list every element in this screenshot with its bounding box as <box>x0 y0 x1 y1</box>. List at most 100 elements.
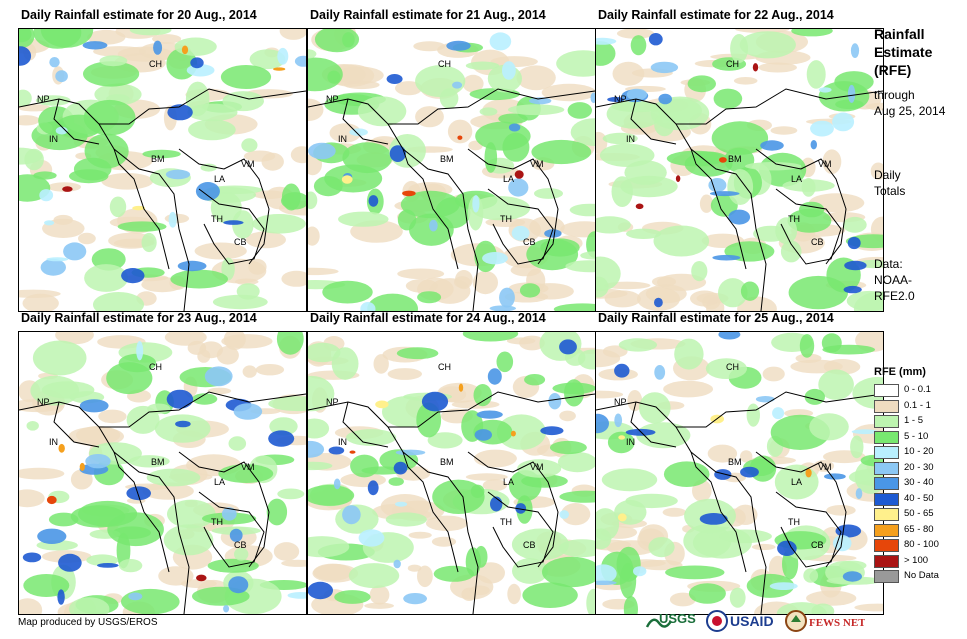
rain-patch <box>822 344 875 355</box>
legend-swatch <box>874 523 899 537</box>
rain-patch <box>277 488 305 500</box>
country-label-in: IN <box>626 134 635 144</box>
rain-patch <box>308 581 333 600</box>
rain-patch <box>342 505 361 525</box>
rain-patch <box>826 505 856 516</box>
rain-patch <box>342 142 393 174</box>
data-source: Data: NOAA- RFE2.0 <box>874 256 915 304</box>
rain-patch <box>454 276 471 288</box>
rain-patch <box>626 228 662 239</box>
daily-totals: Daily Totals <box>874 167 905 199</box>
legend-swatch <box>874 399 899 413</box>
rain-patch <box>55 70 68 83</box>
rain-patch <box>522 582 578 608</box>
rain-patch <box>604 290 641 308</box>
legend-item: 5 - 10 <box>874 430 964 446</box>
legend-label: 5 - 10 <box>904 430 929 442</box>
rain-patch <box>470 196 531 221</box>
rain-patch <box>476 410 503 419</box>
rain-patch <box>314 29 360 53</box>
country-label-ch: CH <box>726 362 739 372</box>
rain-patch <box>705 358 747 379</box>
rain-patch <box>427 432 463 449</box>
rain-patch <box>465 61 500 70</box>
rain-patch <box>165 169 191 180</box>
rain-patch <box>639 392 671 424</box>
rain-patch <box>308 226 320 246</box>
rain-cell <box>349 450 356 454</box>
rain-patch <box>567 102 592 119</box>
rain-cell <box>617 513 627 522</box>
rain-patch <box>163 524 214 556</box>
rain-patch <box>218 464 274 483</box>
rain-patch <box>832 112 855 132</box>
rain-patch <box>367 480 379 496</box>
country-border <box>487 491 554 568</box>
rain-patch <box>220 65 272 89</box>
rain-patch <box>570 118 595 146</box>
rain-patch <box>308 342 341 363</box>
country-label-in: IN <box>338 134 347 144</box>
legend-swatch <box>874 446 899 459</box>
rain-patch <box>777 540 797 556</box>
usgs-logo-graphic: USGS <box>645 611 696 628</box>
country-border <box>690 148 747 270</box>
rain-patch <box>502 61 516 80</box>
rain-patch <box>475 121 531 151</box>
rain-patch <box>313 563 353 581</box>
rain-patch <box>308 536 350 558</box>
rain-patch <box>19 115 40 126</box>
rain-patch <box>281 559 306 567</box>
rain-patch <box>844 260 867 271</box>
rain-patch <box>99 55 128 67</box>
rain-patch <box>650 61 679 74</box>
country-label-bm: BM <box>440 457 454 467</box>
rain-patch <box>37 528 67 544</box>
rain-patch <box>623 596 638 614</box>
rain-patch <box>19 147 43 165</box>
panel-title: Daily Rainfall estimate for 25 Aug., 201… <box>598 311 834 325</box>
legend-label: 0 - 0.1 <box>904 384 931 395</box>
country-label-np: NP <box>326 397 339 407</box>
rain-patch <box>489 305 516 311</box>
rain-patch <box>129 29 172 36</box>
rain-patch <box>745 162 802 171</box>
rain-patch <box>499 287 515 308</box>
rain-patch <box>85 454 111 469</box>
rain-patch <box>126 486 151 501</box>
rain-patch <box>195 182 220 201</box>
rain-patch <box>121 588 180 614</box>
rain-patch <box>308 461 333 471</box>
rain-patch <box>46 257 69 262</box>
rain-patch <box>126 405 160 434</box>
rain-patch <box>519 283 541 298</box>
legend-item: 30 - 40 <box>874 476 964 492</box>
rain-patch <box>357 96 407 127</box>
country-label-bm: BM <box>440 154 454 164</box>
rain-patch <box>83 61 140 87</box>
rain-patch <box>556 50 595 77</box>
country-border <box>19 88 306 125</box>
country-label-th: TH <box>211 214 223 224</box>
rain-patch <box>596 276 609 298</box>
rain-patch <box>415 65 466 98</box>
rain-patch <box>508 123 521 132</box>
rain-patch <box>772 407 785 420</box>
legend-label: 50 - 65 <box>904 508 934 519</box>
rain-patch <box>614 499 647 525</box>
legend-item: No Data <box>874 569 964 585</box>
rain-patch <box>616 29 655 39</box>
rainfall-map: CH NP IN BM LA VM TH CB <box>595 331 884 615</box>
rainfall-map: CH NP IN BM LA VM TH CB <box>307 331 596 615</box>
rain-patch <box>544 229 562 238</box>
legend-label: 10 - 20 <box>904 446 934 457</box>
rain-patch <box>758 62 797 73</box>
rain-patch <box>690 290 719 307</box>
rain-patch <box>524 374 546 386</box>
rain-patch <box>479 107 498 116</box>
rain-patch <box>197 349 211 363</box>
country-border <box>775 188 842 265</box>
rain-patch <box>846 290 883 311</box>
country-border <box>387 426 479 614</box>
rain-patch <box>818 87 832 93</box>
